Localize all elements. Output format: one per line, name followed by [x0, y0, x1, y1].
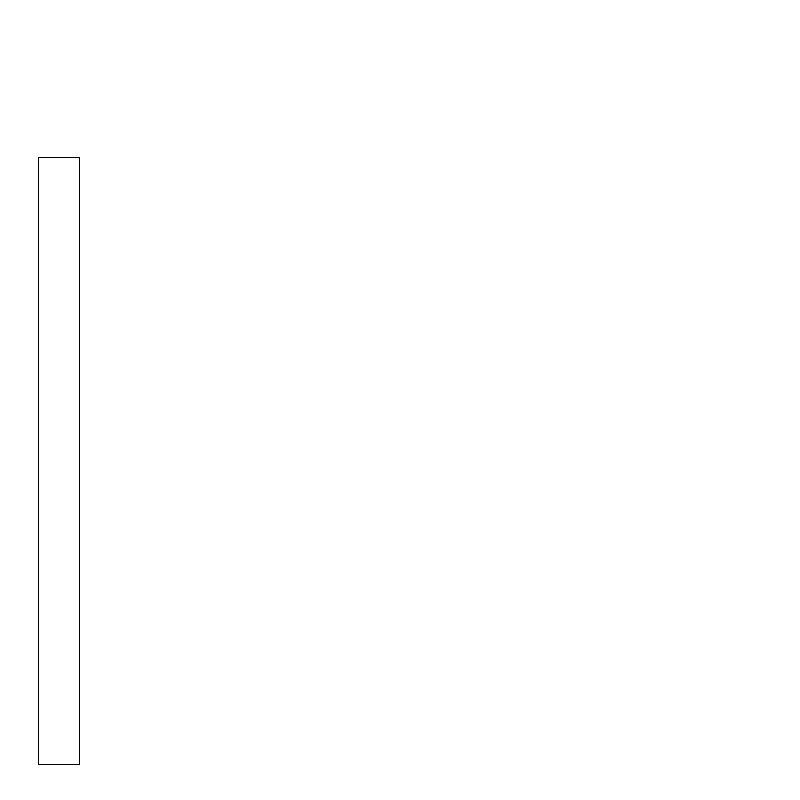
- colorbar: [28, 126, 85, 776]
- colorbar-gradient: [38, 157, 80, 765]
